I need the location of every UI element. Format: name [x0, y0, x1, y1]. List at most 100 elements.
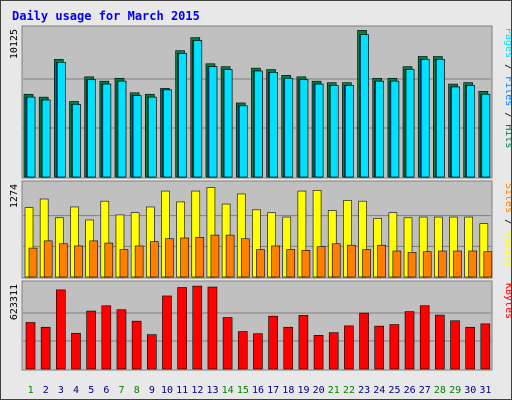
bar-pages	[238, 105, 248, 178]
visits-panel: 1274 Sites / Visits	[9, 180, 512, 279]
x-tick-label: 25	[388, 385, 400, 396]
bar-kbytes	[116, 309, 127, 370]
bar-sites	[59, 243, 68, 278]
bar-kbytes	[328, 332, 339, 370]
bar-sites	[149, 241, 159, 278]
kbytes-panel: 623311 KBytes	[9, 280, 512, 371]
legend-entry: Pages	[503, 28, 512, 58]
bar-sites	[347, 244, 356, 278]
x-tick-label: 14	[222, 385, 234, 396]
x-tick-label: 10	[161, 385, 173, 396]
bar-sites	[271, 245, 280, 278]
bar-kbytes	[162, 295, 172, 370]
bar-sites	[89, 240, 98, 278]
x-tick-label: 24	[373, 385, 385, 396]
legend-entry: /	[503, 213, 512, 231]
bar-kbytes	[71, 332, 81, 370]
bar-pages	[390, 80, 400, 178]
bar-kbytes	[56, 289, 66, 370]
x-tick-label: 16	[252, 385, 264, 396]
x-tick-label: 15	[237, 385, 249, 396]
bar-kbytes	[435, 314, 445, 370]
x-tick-label: 2	[43, 385, 49, 396]
bar-kbytes	[131, 320, 142, 370]
legend-entry: Sites	[503, 183, 512, 213]
bar-sites	[331, 243, 341, 278]
bar-kbytes	[359, 312, 369, 370]
bar-kbytes	[480, 323, 491, 370]
legend: KBytes	[503, 283, 512, 319]
y-max-label: 623311	[9, 284, 20, 320]
bar-sites	[134, 245, 144, 278]
bar-sites	[210, 234, 220, 278]
legend-entry: Files	[503, 76, 512, 106]
bar-kbytes	[450, 320, 460, 370]
bar-kbytes	[222, 317, 233, 370]
x-tick-label: 28	[434, 385, 446, 396]
bar-sites	[74, 245, 83, 278]
bar-pages	[436, 59, 445, 178]
legend-entry: Hits	[503, 124, 512, 148]
bar-pages	[405, 69, 415, 178]
x-tick-label: 18	[282, 385, 294, 396]
bar-pages	[269, 72, 278, 178]
x-axis-labels: 1 2 3 4 5 6 7 8 9 10 11 12 13 14 15 16 17 18 19 20 21 22 23 24 2…	[28, 385, 492, 396]
bar-pages	[57, 62, 66, 178]
x-tick-label: 17	[267, 385, 279, 396]
bar-sites	[240, 238, 250, 278]
bar-kbytes	[25, 322, 36, 370]
x-tick-label: 13	[206, 385, 218, 396]
legend: Pages / Files / Hits	[503, 28, 512, 148]
x-tick-label: 8	[134, 385, 140, 396]
bar-pages	[481, 93, 491, 178]
x-tick-label: 23	[358, 385, 370, 396]
bar-pages	[193, 40, 203, 178]
x-tick-label: 21	[328, 385, 340, 396]
bar-pages	[117, 80, 127, 178]
x-tick-label: 12	[191, 385, 203, 396]
bar-kbytes	[404, 311, 415, 370]
x-tick-label: 4	[73, 385, 79, 396]
bar-sites	[165, 238, 174, 278]
legend: Sites / Visits	[503, 183, 512, 267]
x-tick-label: 30	[464, 385, 476, 396]
bar-pages	[178, 53, 187, 178]
bar-kbytes	[298, 315, 309, 370]
bar-kbytes	[253, 333, 263, 370]
bar-sites	[362, 249, 371, 278]
bar-sites	[422, 251, 432, 278]
hits-panel: 10125 Pages / Files / Hits	[9, 25, 512, 179]
bar-pages	[360, 34, 369, 178]
bar-sites	[316, 246, 326, 278]
bar-pages	[223, 69, 233, 178]
bar-kbytes	[313, 335, 324, 370]
bar-kbytes	[268, 315, 278, 370]
x-tick-label: 11	[176, 385, 188, 396]
bar-pages	[102, 83, 112, 178]
x-tick-label: 29	[449, 385, 461, 396]
bar-sites	[43, 240, 53, 278]
chart-title: Daily usage for March 2015	[12, 9, 200, 23]
x-tick-label: 20	[313, 385, 325, 396]
bar-kbytes	[419, 305, 430, 370]
bar-sites	[225, 234, 235, 278]
bar-sites	[392, 250, 402, 278]
bar-pages	[26, 96, 36, 178]
bar-pages	[420, 59, 430, 178]
bar-pages	[254, 70, 263, 178]
bar-kbytes	[40, 326, 51, 370]
bar-kbytes	[374, 325, 385, 370]
bar-pages	[72, 104, 81, 178]
legend-entry: Visits	[503, 231, 512, 267]
bar-sites	[104, 242, 114, 278]
bar-sites	[286, 249, 296, 278]
bar-kbytes	[389, 324, 400, 370]
bar-pages	[375, 80, 385, 178]
bar-kbytes	[207, 286, 218, 370]
y-max-label: 1274	[9, 184, 20, 208]
bar-kbytes	[465, 326, 475, 370]
bar-pages	[208, 66, 218, 178]
bar-kbytes	[344, 325, 354, 370]
panels-layer: 10125 Pages / Files / Hits 1274 Sites / Vis…	[9, 25, 512, 371]
